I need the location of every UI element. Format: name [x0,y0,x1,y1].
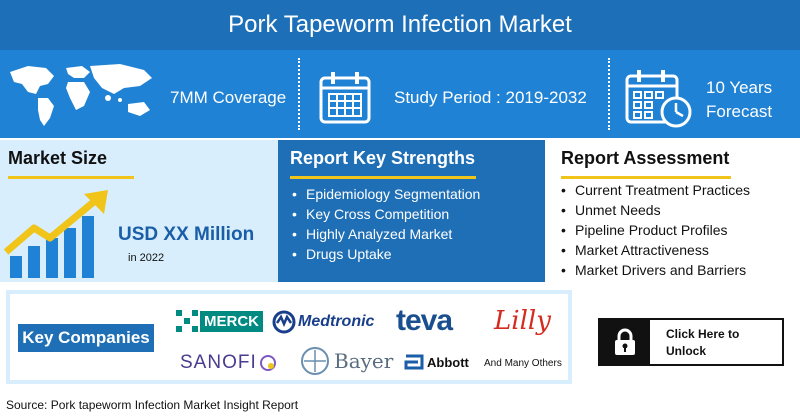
market-size-panel: Market Size USD XX Million in 2022 [0,140,278,282]
page-title: Pork Tapeworm Infection Market [0,0,800,50]
bayer-wordmark: Bayer [334,349,394,373]
unlock-button[interactable]: Click Here to Unlock [598,318,784,366]
list-item: Current Treatment Practices [561,180,750,200]
key-companies-section: Key Companies MERCK Medtronic teva Lilly… [6,290,572,384]
growth-chart-icon [4,190,108,278]
merck-logo: MERCK [176,310,263,332]
medtronic-mark-icon [272,310,296,334]
bayer-logo: Bayer [300,346,393,376]
lilly-logo: Lilly [494,306,551,336]
report-assessment-list: Current Treatment Practices Unmet Needs … [561,180,750,280]
list-item: Key Cross Competition [292,204,480,224]
study-period-text: Study Period : 2019-2032 [394,88,587,107]
market-size-year: in 2022 [128,252,165,264]
list-item: Pipeline Product Profiles [561,220,750,240]
calendar-icon [319,72,371,124]
list-item: Highly Analyzed Market [292,224,480,244]
lock-icon-box [600,320,650,364]
stat-divider [298,58,300,130]
unlock-line-2: Unlock [666,344,707,358]
calendar-clock-icon [625,70,692,128]
market-size-value: USD XX Million [118,224,255,245]
list-item: Market Drivers and Barriers [561,260,750,280]
forecast-line-1: 10 Years [706,78,773,97]
key-companies-label: Key Companies [18,324,154,352]
sanofi-mark-icon [259,355,276,371]
lock-icon [615,328,635,355]
stat-divider [608,58,610,130]
bayer-cross-icon [301,347,329,375]
coverage-stat: 7MM Coverage [0,50,296,138]
coverage-text: 7MM Coverage [170,88,287,107]
unlock-line-1: Click Here to [666,327,740,341]
title-underline [290,176,476,179]
title-underline [561,176,731,179]
lilly-wordmark: Lilly [494,306,551,336]
title-underline [8,176,134,179]
abbott-wordmark: Abbott [427,354,469,370]
sanofi-logo: SANOFI [180,352,277,374]
teva-wordmark: teva [396,304,453,337]
abbott-mark-icon [404,354,424,370]
key-strengths-list: Epidemiology Segmentation Key Cross Comp… [292,184,480,264]
report-assessment-panel: Report Assessment Current Treatment Prac… [545,140,800,282]
medtronic-logo: Medtronic [272,310,374,334]
list-item: Unmet Needs [561,200,750,220]
unlock-label: Click Here to Unlock [666,326,739,360]
forecast-stat: 10 Years Forecast [610,50,800,138]
key-strengths-title: Report Key Strengths [290,148,476,168]
merck-mark-icon [176,310,198,332]
list-item: Epidemiology Segmentation [292,184,480,204]
abbott-logo: Abbott [404,354,469,370]
source-note: Source: Pork tapeworm Infection Market I… [6,398,299,412]
many-others-text: And Many Others [484,358,562,369]
teva-logo: teva [396,304,453,338]
sanofi-wordmark: SANOFI [180,352,257,373]
market-size-title: Market Size [8,148,108,168]
report-assessment-title: Report Assessment [561,148,730,168]
medtronic-wordmark: Medtronic [298,313,375,330]
forecast-line-2: Forecast [706,102,773,121]
list-item: Market Attractiveness [561,240,750,260]
study-period-stat: Study Period : 2019-2032 [300,50,606,138]
key-strengths-panel: Report Key Strengths Epidemiology Segmen… [278,140,545,282]
list-item: Drugs Uptake [292,244,480,264]
stats-band: 7MM Coverage Study Period : 2019-2032 [0,50,800,138]
merck-wordmark: MERCK [200,310,263,332]
world-map-icon [10,64,152,126]
